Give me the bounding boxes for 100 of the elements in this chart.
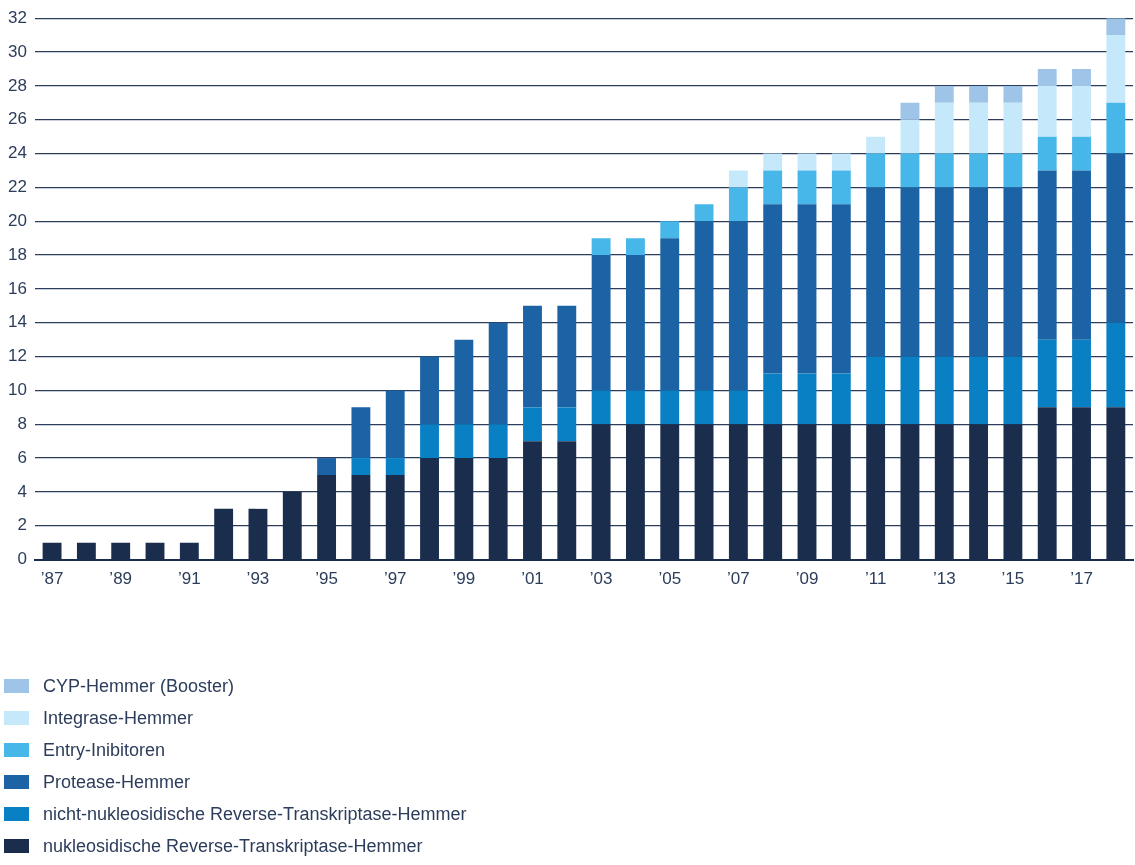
bar [900, 187, 920, 357]
x-tick-label: ’15 [1001, 569, 1025, 589]
bar [969, 356, 989, 425]
x-tick-label: ’87 [40, 569, 64, 589]
bar [488, 322, 508, 425]
bar [1003, 153, 1023, 188]
bar [660, 390, 680, 425]
bar [900, 102, 920, 120]
bar [728, 187, 748, 222]
x-tick-label: ’89 [109, 569, 133, 589]
legend-label: Protease-Hemmer [43, 771, 191, 793]
bar [797, 170, 817, 205]
bar [625, 390, 645, 425]
bar [420, 424, 439, 459]
bar [591, 255, 611, 391]
bar [488, 424, 508, 459]
bar [1003, 356, 1023, 425]
bar [1072, 170, 1091, 340]
bar [934, 356, 954, 425]
bar [591, 238, 611, 256]
bar [454, 339, 474, 425]
x-tick-label: ’05 [658, 569, 682, 589]
bar [728, 170, 748, 188]
bar [969, 102, 989, 154]
bar [1106, 322, 1126, 408]
bar [351, 458, 371, 476]
bar [969, 153, 989, 188]
bar [900, 153, 920, 188]
bar [969, 85, 989, 103]
legend-label: nukleosidische Reverse-Transkriptase-Hemmer [43, 835, 423, 857]
bar [660, 221, 680, 239]
x-tick-label: ’11 [864, 569, 887, 589]
y-tick-label: 0 [17, 549, 27, 569]
bar [934, 187, 954, 357]
y-tick-label: 14 [7, 312, 27, 332]
y-tick-label: 24 [7, 143, 27, 163]
y-tick-label: 30 [7, 41, 27, 61]
x-tick-label: ’91 [177, 569, 201, 589]
bar [1072, 339, 1091, 408]
y-tick-label: 12 [7, 346, 27, 366]
bar [591, 390, 611, 425]
bar [1003, 187, 1023, 357]
legend-label: CYP-Hemmer (Booster) [43, 675, 235, 697]
bar [934, 102, 954, 154]
bar [728, 221, 748, 391]
bar [1003, 85, 1023, 103]
x-tick-label: ’01 [521, 569, 544, 589]
bar [1037, 68, 1057, 86]
bar [728, 390, 748, 425]
y-tick-label: 10 [7, 380, 27, 400]
bar [797, 153, 817, 171]
x-tick-label: ’07 [727, 569, 750, 589]
bar [625, 255, 645, 391]
bar [934, 153, 954, 188]
y-tick-label: 32 [7, 7, 27, 27]
bar [831, 153, 851, 171]
bar [317, 458, 337, 476]
bar [454, 424, 474, 459]
y-tick-label: 4 [17, 481, 27, 501]
bar [969, 187, 989, 357]
bar [866, 153, 886, 188]
legend-label: nicht-nukleosidische Reverse-Transkriptase-Hemmer [43, 803, 467, 825]
bar [763, 153, 783, 171]
legend-label: Entry-Inibitoren [43, 739, 166, 761]
bar [1106, 18, 1126, 36]
y-tick-label: 6 [17, 447, 27, 467]
bar [1106, 35, 1126, 103]
x-tick-label: ’99 [452, 569, 476, 589]
y-tick-label: 26 [7, 109, 27, 129]
bar [797, 373, 817, 425]
bar [1003, 102, 1023, 154]
x-tick-label: ’17 [1070, 569, 1093, 589]
bar [1072, 85, 1091, 137]
y-tick-label: 8 [17, 413, 27, 433]
bar [763, 204, 783, 374]
bar [900, 119, 920, 154]
bar [831, 204, 851, 374]
bar [763, 373, 783, 425]
bar [900, 356, 920, 425]
bar [660, 238, 680, 391]
x-tick-label: ’09 [795, 569, 819, 589]
x-tick-label: ’95 [315, 569, 338, 589]
bar [523, 305, 542, 408]
bar [1037, 170, 1057, 340]
x-tick-label: ’93 [246, 569, 270, 589]
bar [1072, 136, 1091, 171]
y-tick-label: 28 [7, 75, 27, 95]
bar [557, 407, 577, 442]
x-tick-label: ’13 [932, 569, 956, 589]
bar [1106, 153, 1126, 323]
bar [385, 458, 405, 476]
bar [797, 204, 817, 374]
bar [420, 356, 439, 425]
y-tick-label: 22 [7, 177, 27, 197]
bar [866, 187, 886, 357]
bar [694, 204, 714, 222]
y-tick-label: 16 [7, 278, 27, 298]
bar [1072, 68, 1091, 86]
bar [934, 85, 954, 103]
bar [351, 407, 371, 459]
